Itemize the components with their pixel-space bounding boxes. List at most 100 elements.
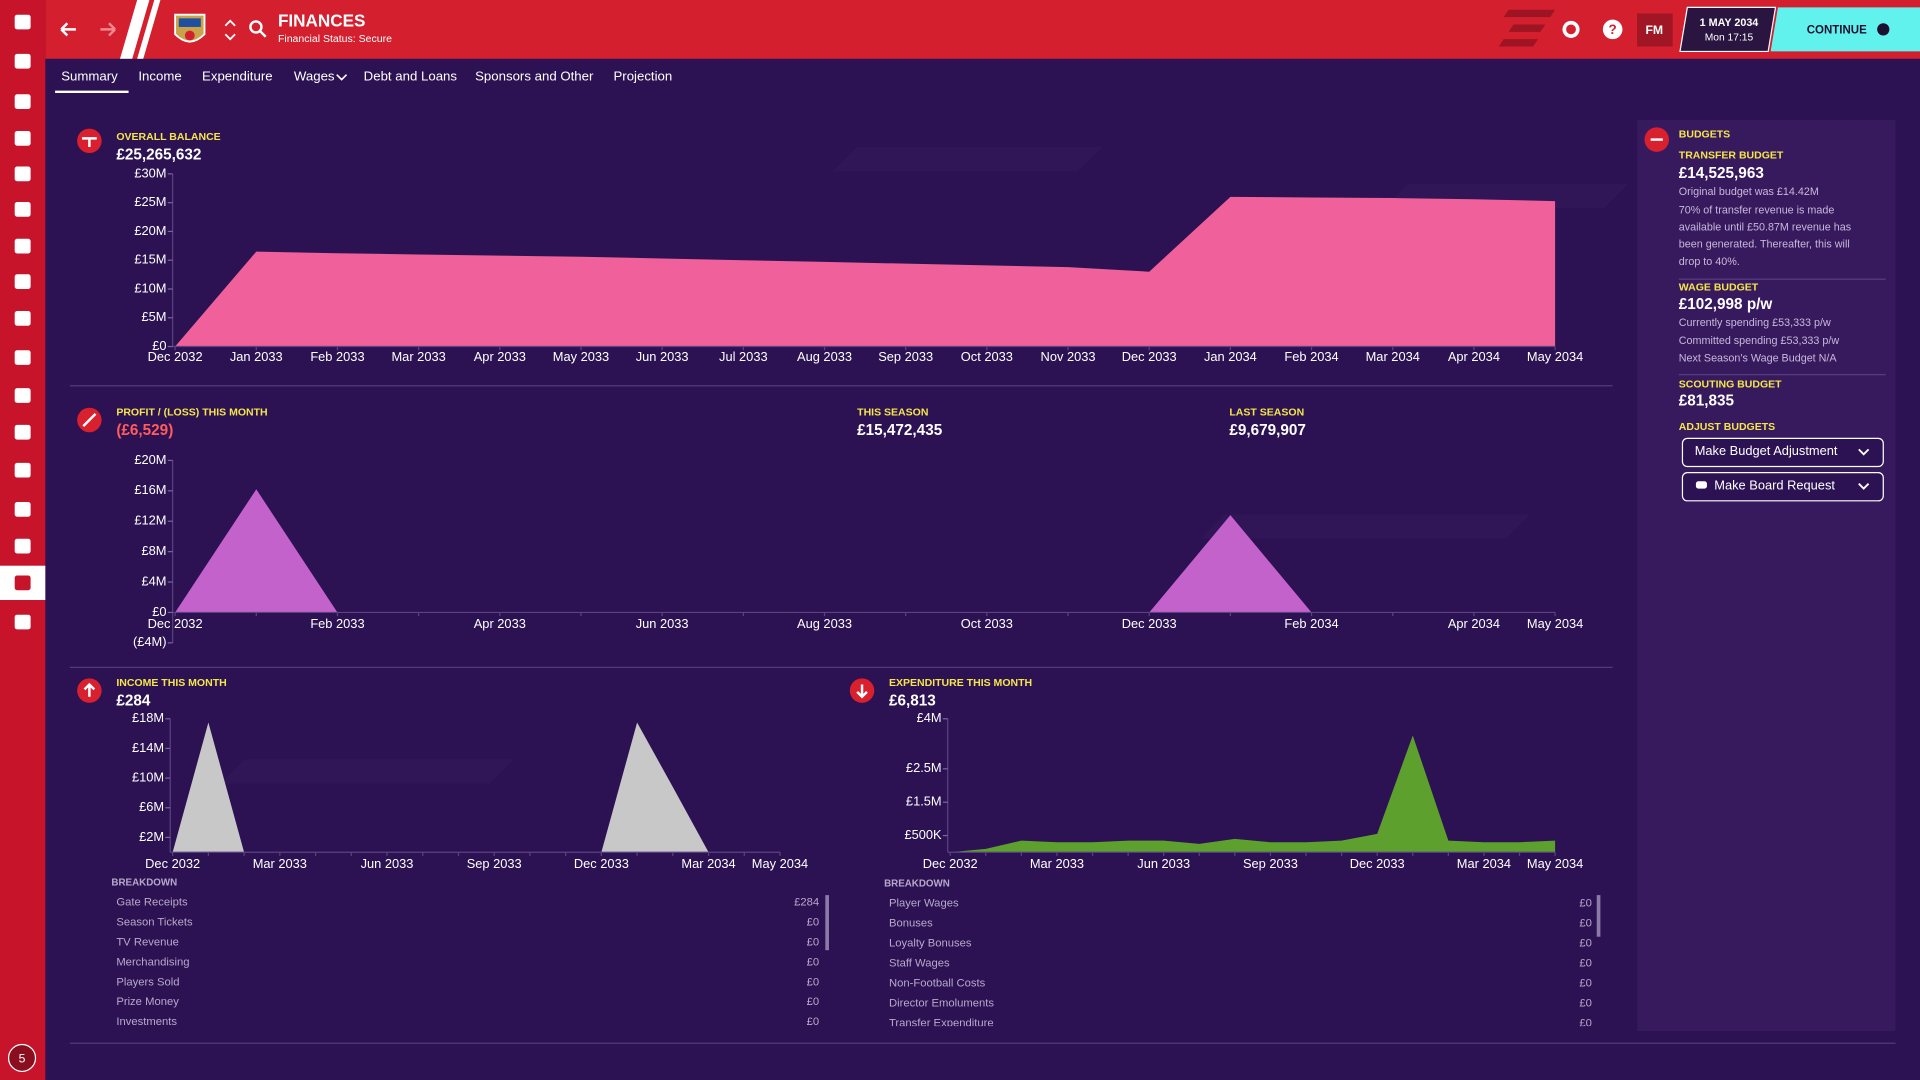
area	[175, 196, 1556, 347]
scrollbar[interactable]	[1596, 895, 1601, 937]
breakdown-item: Transfer Expenditure	[889, 1017, 994, 1029]
back-button[interactable]	[60, 22, 76, 37]
x-tick-label: Sep 2033	[467, 856, 522, 871]
sidebar-icon[interactable]	[14, 614, 31, 630]
breakdown-title: BREAKDOWN	[111, 877, 177, 888]
sidebar-icon[interactable]	[14, 388, 31, 403]
chart-title: INCOME THIS MONTH	[116, 677, 226, 689]
y-tick-label: (£4M)	[133, 634, 167, 649]
sidebar-icon[interactable]	[14, 166, 31, 182]
chart-value: £284	[116, 693, 151, 710]
sidebar-icon[interactable]	[14, 131, 31, 146]
tab[interactable]: Sponsors and Other	[475, 69, 594, 84]
tab[interactable]: Expenditure	[202, 69, 273, 84]
x-tick-label: Feb 2033	[310, 349, 364, 364]
sidebar-icon[interactable]	[14, 462, 31, 478]
sidebar-icon[interactable]	[14, 350, 31, 365]
breakdown-title: BREAKDOWN	[884, 879, 950, 890]
scrollbar[interactable]	[825, 895, 829, 951]
y-tick-label: £18M	[132, 710, 164, 725]
y-tick-label: £25M	[134, 194, 166, 209]
sidebar-icon[interactable]	[14, 424, 31, 440]
notification-count[interactable]: 5	[19, 1051, 26, 1065]
y-tick-label: £10M	[134, 280, 166, 295]
help-button[interactable]: ?	[1602, 19, 1623, 40]
y-tick-label: £14M	[132, 740, 164, 755]
sidebar-icon[interactable]	[14, 311, 31, 326]
y-tick-label: £500K	[904, 827, 942, 842]
x-tick-label: Dec 2033	[1122, 349, 1177, 364]
sidebar-icon[interactable]	[14, 575, 31, 591]
wage-budget-note: Committed spending £53,333 p/w	[1679, 335, 1840, 347]
sidebar-icon[interactable]	[14, 202, 31, 217]
breakdown-item: Players Sold	[116, 976, 179, 988]
continue-button[interactable]: CONTINUE	[1807, 25, 1867, 37]
continue-bg[interactable]	[1770, 7, 1920, 52]
club-switcher[interactable]	[224, 19, 236, 41]
breakdown-item: Staff Wages	[889, 958, 950, 970]
y-tick-label: £6M	[139, 799, 164, 814]
tab[interactable]: Income	[138, 69, 181, 84]
header-slash	[137, 0, 161, 59]
breakdown-value: £0	[807, 916, 820, 928]
header-stripe	[1498, 39, 1538, 47]
world-button[interactable]	[1562, 20, 1580, 38]
breakdown-value: £0	[1579, 997, 1592, 1009]
sidebar-icon[interactable]	[14, 94, 31, 109]
sidebar-icons	[0, 14, 46, 630]
x-tick-label: Jan 2033	[230, 349, 283, 364]
breakdown-value: £284	[794, 896, 819, 908]
y-tick-label: £16M	[134, 482, 166, 497]
board-request-button[interactable]	[1681, 472, 1884, 502]
tab[interactable]: Debt and Loans	[364, 69, 458, 84]
search-button[interactable]	[249, 20, 267, 38]
chart-title: OVERALL BALANCE	[116, 131, 220, 143]
breakdown-item: Prize Money	[116, 996, 179, 1008]
x-tick-label: Mar 2034	[1457, 856, 1511, 871]
breakdown-item: Investments	[116, 1016, 177, 1028]
x-tick-label: Dec 2033	[574, 856, 629, 871]
sidebar-icon[interactable]	[14, 538, 31, 554]
sidebar-icon[interactable]	[14, 502, 31, 517]
board-request-button[interactable]: Make Board Request	[1714, 478, 1835, 493]
area	[950, 735, 1556, 853]
wage-budget-note: Next Season's Wage Budget N/A	[1679, 353, 1838, 365]
last-season-value: £9,679,907	[1229, 422, 1306, 439]
tab[interactable]: Projection	[613, 69, 672, 84]
breakdown-value: £0	[807, 956, 820, 968]
y-tick-label: £5M	[142, 309, 167, 324]
date-box[interactable]	[1679, 6, 1777, 53]
budget-adjustment-button[interactable]	[1681, 437, 1884, 468]
x-tick-label: Dec 2032	[148, 349, 203, 364]
club-badge[interactable]	[174, 13, 206, 43]
x-tick-label: Jun 2033	[361, 856, 414, 871]
y-tick-label: £30M	[134, 165, 166, 180]
sidebar-icon[interactable]	[14, 238, 31, 254]
tab[interactable]: Summary	[61, 69, 118, 84]
header-stripe	[1503, 9, 1556, 18]
x-tick-label: Oct 2033	[961, 349, 1013, 364]
tab[interactable]: Wages	[294, 69, 335, 84]
chart: EXPENDITURE THIS MONTH £6,813 £500K £1.5M £2…	[889, 677, 1583, 871]
breakdown-value: £0	[807, 996, 820, 1008]
x-tick-label: Aug 2033	[797, 349, 852, 364]
fm-button[interactable]: FM	[1645, 23, 1663, 37]
notification-badge[interactable]	[7, 1043, 37, 1073]
x-tick-label: Sep 2033	[878, 349, 933, 364]
svg-text:?: ?	[1609, 22, 1617, 37]
forward-button[interactable]	[100, 22, 116, 37]
fm-button-bg[interactable]	[1637, 13, 1673, 47]
chart-value: (£6,529)	[116, 422, 173, 439]
budget-adjustment-button[interactable]: Make Budget Adjustment	[1695, 443, 1838, 458]
budgets-title: BUDGETS	[1679, 128, 1730, 140]
x-tick-label: Feb 2034	[1284, 349, 1338, 364]
x-tick-label: Dec 2033	[1122, 616, 1177, 631]
sidebar-icon[interactable]	[14, 53, 31, 69]
sidebar-icon[interactable]	[14, 274, 31, 289]
x-tick-label: Dec 2032	[145, 856, 200, 871]
breakdown-value: £0	[1579, 898, 1592, 910]
continue-icon	[1877, 23, 1890, 36]
x-tick-label: Jun 2033	[1137, 856, 1190, 871]
sidebar-icon[interactable]	[14, 14, 31, 30]
